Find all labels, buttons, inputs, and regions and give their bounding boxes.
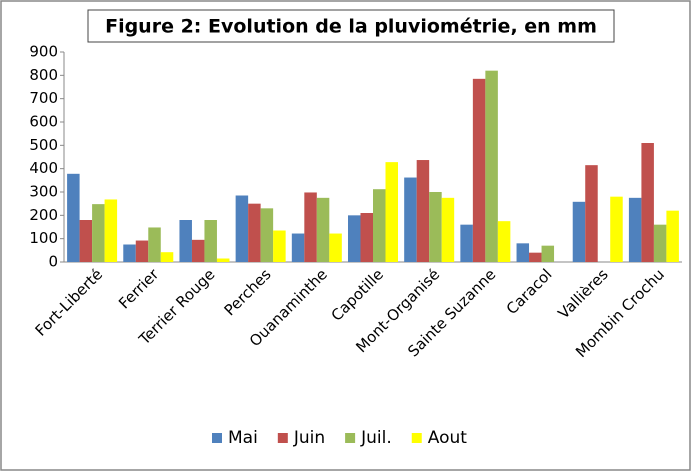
bar [304,192,317,262]
legend-label: Juil. [360,428,392,448]
bar [628,197,642,262]
bar [572,201,586,262]
y-tick-label: 300 [29,183,58,201]
bar [541,245,555,262]
bar [641,143,654,262]
bar [235,195,249,262]
bar [273,230,286,262]
bar [666,210,679,262]
y-tick-label: 200 [29,206,58,224]
y-tick-label: 800 [29,66,58,84]
bar [123,244,136,262]
bar [653,224,667,262]
bar [179,220,192,262]
bar [216,258,230,262]
bar [160,252,174,262]
bar [191,239,205,262]
bar [429,192,442,262]
y-tick-label: 100 [29,229,58,247]
bar [585,165,598,262]
y-tick-label: 400 [29,159,58,177]
legend-label: Juin [293,428,325,448]
bar [416,160,430,262]
legend-swatch [277,433,288,443]
bar [316,197,330,262]
bar [291,233,305,262]
bar [104,199,118,262]
legend-label: Mai [228,428,258,448]
bar [360,213,373,262]
bar [385,162,398,262]
y-tick-label: 500 [29,136,58,154]
bar [135,240,149,262]
bar [204,220,217,262]
bar [260,208,274,262]
y-tick-label: 700 [29,89,58,107]
bar [516,243,530,262]
bar [441,197,455,262]
bar [148,227,161,262]
bar [610,196,623,262]
bar [79,220,93,262]
title-box [87,9,615,43]
bar [67,173,80,262]
bar [92,204,105,262]
bar [373,189,386,262]
bar [329,233,342,262]
bar [348,215,361,262]
bar [497,221,511,262]
chart-title: Figure 2: Evolution de la pluviométrie, … [105,16,597,38]
bar [472,78,486,262]
bar [404,177,417,262]
y-tick-label: 600 [29,113,58,131]
legend-label: Aout [428,428,468,448]
legend-swatch [411,433,422,443]
bar [485,70,498,263]
y-tick-label: 0 [48,253,58,271]
bar [460,224,473,262]
bar [248,203,261,262]
y-tick-label: 900 [29,43,58,61]
legend-swatch [212,433,222,443]
legend-swatch [345,433,356,443]
bar [529,252,542,262]
